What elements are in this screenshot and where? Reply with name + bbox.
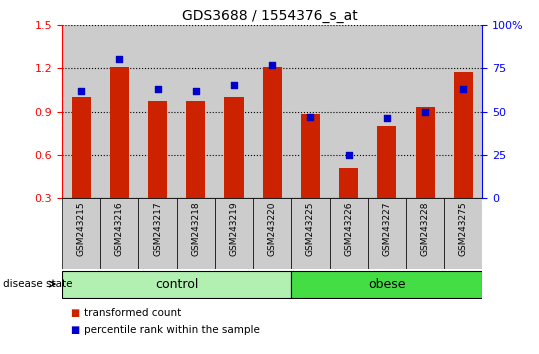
Text: GSM243225: GSM243225	[306, 202, 315, 256]
Text: percentile rank within the sample: percentile rank within the sample	[84, 325, 259, 335]
Text: ■: ■	[70, 308, 79, 318]
Point	[306, 114, 315, 120]
Text: GSM243220: GSM243220	[268, 202, 277, 256]
Bar	[444, 198, 482, 269]
Text: transformed count: transformed count	[84, 308, 181, 318]
Bar	[253, 198, 291, 269]
Point	[459, 86, 468, 92]
Bar	[72, 97, 91, 198]
Bar	[329, 198, 368, 269]
Bar	[110, 67, 129, 198]
Text: obese: obese	[368, 278, 406, 291]
Text: disease state: disease state	[3, 279, 72, 289]
Bar	[186, 101, 205, 198]
Text: GSM243226: GSM243226	[344, 202, 353, 256]
Text: GSM243228: GSM243228	[420, 202, 430, 256]
Bar	[62, 198, 100, 269]
Point	[115, 57, 123, 62]
Text: control: control	[155, 278, 198, 291]
Bar	[177, 198, 215, 269]
Bar	[224, 97, 244, 198]
Point	[77, 88, 85, 93]
Bar	[301, 114, 320, 198]
Bar	[368, 198, 406, 269]
Text: GSM243275: GSM243275	[459, 202, 468, 256]
Bar	[62, 270, 291, 298]
Bar	[291, 270, 482, 298]
Text: GSM243219: GSM243219	[230, 202, 238, 256]
Point	[191, 88, 200, 93]
Bar	[215, 198, 253, 269]
Point	[268, 62, 277, 68]
Bar	[139, 198, 177, 269]
Text: GSM243215: GSM243215	[77, 202, 86, 256]
Text: GSM243227: GSM243227	[382, 202, 391, 256]
Bar	[377, 126, 396, 198]
Point	[344, 152, 353, 158]
Bar	[148, 101, 167, 198]
Bar	[291, 198, 329, 269]
Text: GSM243216: GSM243216	[115, 202, 124, 256]
Text: GSM243218: GSM243218	[191, 202, 201, 256]
Bar	[454, 73, 473, 198]
Point	[230, 82, 238, 88]
Point	[153, 86, 162, 92]
Text: GSM243217: GSM243217	[153, 202, 162, 256]
Bar	[416, 107, 434, 198]
Text: GDS3688 / 1554376_s_at: GDS3688 / 1554376_s_at	[182, 9, 357, 23]
Point	[421, 109, 430, 114]
Bar	[262, 67, 282, 198]
Bar	[100, 198, 139, 269]
Bar	[406, 198, 444, 269]
Point	[383, 116, 391, 121]
Text: ■: ■	[70, 325, 79, 335]
Bar	[339, 168, 358, 198]
